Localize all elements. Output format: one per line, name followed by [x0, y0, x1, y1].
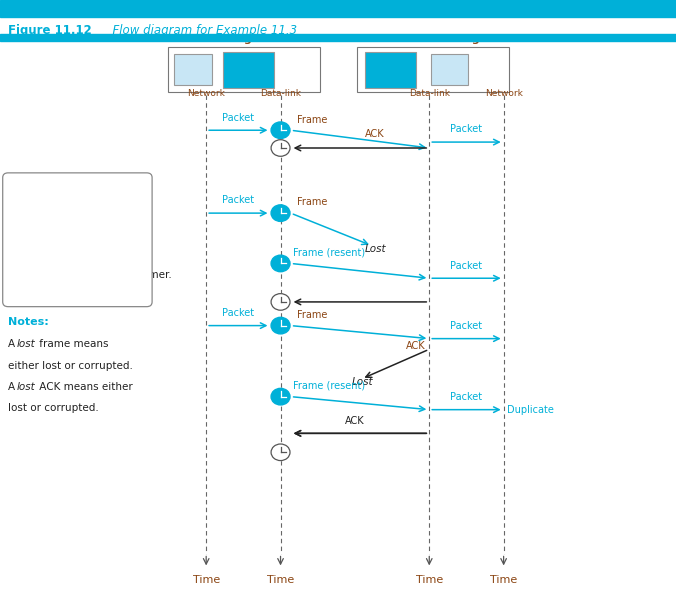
- Text: Frame: Frame: [297, 114, 328, 124]
- Text: A: A: [8, 339, 18, 349]
- Text: Packet: Packet: [450, 260, 483, 271]
- Text: Frame: Frame: [297, 310, 328, 320]
- Text: Receiving node: Receiving node: [418, 34, 514, 44]
- Text: Packet: Packet: [222, 195, 254, 205]
- Text: Frame (resent): Frame (resent): [293, 380, 365, 390]
- Text: Time: Time: [193, 575, 220, 585]
- Text: Time: Time: [267, 575, 294, 585]
- Text: Lost: Lost: [365, 243, 387, 253]
- Bar: [223, 52, 274, 88]
- Text: A: A: [8, 382, 18, 392]
- Text: Duplicate: Duplicate: [507, 405, 554, 414]
- Text: Network: Network: [187, 89, 225, 98]
- FancyBboxPatch shape: [3, 173, 152, 307]
- Text: Frame: Frame: [297, 197, 328, 207]
- Text: Frame (resent): Frame (resent): [293, 247, 365, 257]
- Circle shape: [271, 294, 290, 310]
- Circle shape: [271, 255, 290, 272]
- Text: Time: Time: [416, 575, 443, 585]
- Text: Figure 11.12: Figure 11.12: [8, 24, 92, 37]
- Bar: [357, 47, 509, 92]
- Bar: [365, 52, 416, 88]
- Bar: [431, 54, 468, 85]
- Bar: [0, 0, 676, 17]
- Text: lost: lost: [17, 382, 36, 392]
- Bar: [174, 54, 212, 85]
- Text: lost: lost: [17, 339, 36, 349]
- Text: Stop the timer.: Stop the timer.: [43, 236, 121, 245]
- Circle shape: [271, 317, 290, 334]
- Bar: [168, 47, 320, 92]
- Circle shape: [271, 122, 290, 139]
- Circle shape: [18, 198, 37, 214]
- Text: Data-link: Data-link: [409, 89, 450, 98]
- Text: Lost: Lost: [352, 377, 373, 387]
- Text: Packet: Packet: [222, 308, 254, 318]
- Text: lost or corrupted.: lost or corrupted.: [8, 403, 99, 413]
- Circle shape: [18, 266, 37, 283]
- Text: Flow diagram for Example 11.3: Flow diagram for Example 11.3: [105, 24, 297, 37]
- Text: either lost or corrupted.: either lost or corrupted.: [8, 361, 133, 371]
- Text: Start the timer.: Start the timer.: [43, 201, 123, 211]
- Text: Data-link: Data-link: [260, 89, 301, 98]
- Text: Packet: Packet: [450, 392, 483, 402]
- Text: Notes:: Notes:: [8, 317, 49, 327]
- Text: Sending node: Sending node: [201, 34, 286, 44]
- Text: Packet: Packet: [450, 124, 483, 134]
- Text: ACK means either: ACK means either: [36, 382, 132, 392]
- Circle shape: [271, 140, 290, 156]
- Text: ACK: ACK: [365, 129, 385, 139]
- Text: Network: Network: [485, 89, 523, 98]
- Text: frame means: frame means: [36, 339, 108, 349]
- Circle shape: [271, 444, 290, 461]
- Text: ACK: ACK: [406, 341, 426, 351]
- Circle shape: [18, 232, 37, 249]
- Text: Legend: Legend: [15, 182, 64, 195]
- Text: Time: Time: [490, 575, 517, 585]
- Text: Packet: Packet: [450, 321, 483, 331]
- Circle shape: [271, 205, 290, 221]
- Text: Restart a time-out timer.: Restart a time-out timer.: [43, 270, 172, 279]
- Circle shape: [271, 388, 290, 405]
- Text: Packet: Packet: [222, 112, 254, 123]
- Bar: [0, 34, 676, 41]
- Text: ACK: ACK: [345, 416, 365, 426]
